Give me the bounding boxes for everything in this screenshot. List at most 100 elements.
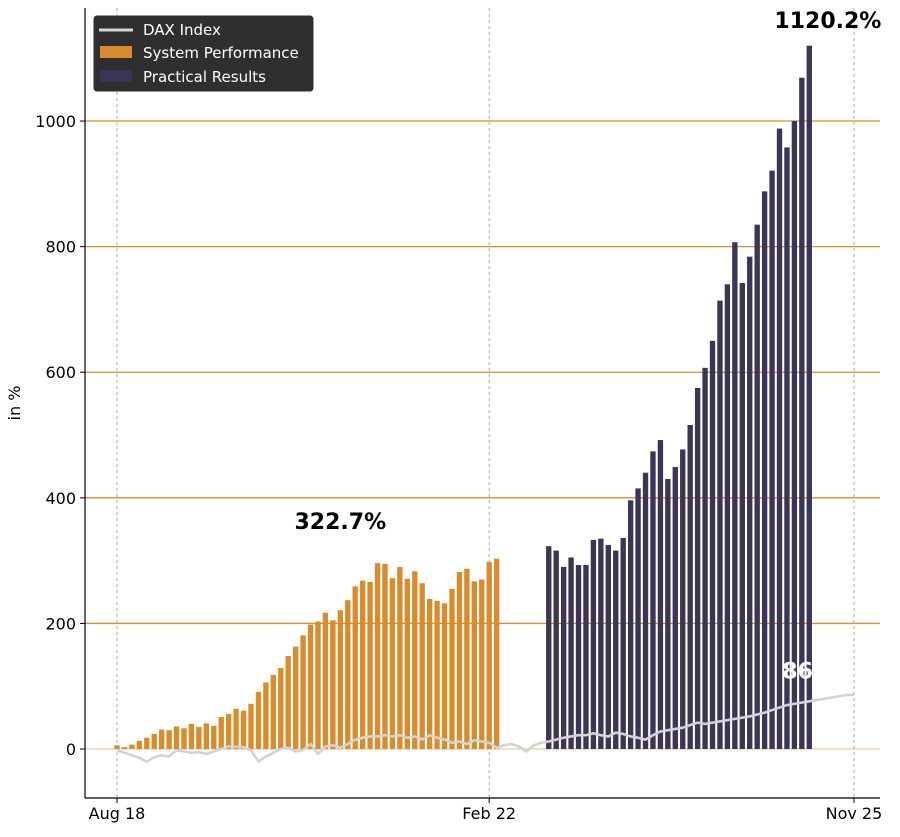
y-tick-label: 200 — [45, 614, 76, 633]
dax-line-layer — [116, 693, 854, 763]
system-bar — [359, 580, 366, 750]
legend: DAX Index System Performance Practical R… — [93, 15, 314, 92]
system-bar — [434, 600, 440, 750]
practical-bar — [724, 284, 731, 750]
system-bar — [397, 566, 403, 750]
practical-bar — [732, 242, 738, 750]
annotation-label: 322.7% — [295, 510, 387, 535]
system-bar — [464, 568, 470, 750]
system-bar — [188, 723, 195, 750]
practical-bar — [568, 557, 574, 750]
system-bar — [322, 612, 329, 750]
system-bar — [456, 571, 463, 750]
practical-bar — [560, 566, 567, 750]
system-bar — [114, 745, 120, 750]
system-bar — [330, 620, 336, 750]
system-bar — [181, 728, 187, 750]
system-bar — [337, 610, 344, 750]
legend-label-practical: Practical Results — [143, 68, 266, 86]
system-bar — [121, 747, 128, 750]
system-bar — [486, 561, 492, 750]
practical-bar — [650, 451, 656, 750]
x-tick-label: Aug 18 — [89, 804, 146, 823]
system-bar — [412, 571, 418, 750]
annotation-label: 1120.2% — [774, 9, 881, 34]
practical-bar — [769, 170, 775, 750]
y-tick-label: 400 — [45, 489, 76, 508]
practical-bar — [747, 256, 753, 750]
system-bar — [211, 725, 217, 750]
practical-bar — [806, 45, 812, 750]
axes-layer — [84, 8, 880, 799]
system-bar — [263, 682, 269, 750]
practical-bar — [680, 449, 686, 750]
system-bar — [233, 708, 239, 750]
practical-bar — [672, 467, 678, 750]
annotation-label: 86.3% — [782, 660, 858, 685]
system-performance-bars — [114, 558, 500, 750]
practical-bar — [583, 565, 589, 750]
y-tick-label: 800 — [45, 238, 76, 257]
system-bar — [374, 563, 381, 750]
system-bar — [419, 583, 425, 750]
system-bar — [151, 733, 157, 750]
system-bar — [307, 624, 314, 750]
legend-label-system: System Performance — [143, 44, 299, 62]
practical-bar — [761, 191, 768, 750]
practical-bar — [627, 500, 634, 750]
system-bar — [471, 581, 477, 750]
system-bar — [278, 668, 284, 750]
practical-bar — [739, 283, 745, 750]
ticks-layer: 0 200 400 600 800 1000 Aug 18 Feb 22 Nov 25 — [35, 112, 882, 823]
system-bar — [345, 600, 351, 750]
legend-swatch-practical — [100, 70, 132, 82]
practical-bar — [687, 424, 693, 750]
practical-bar — [784, 147, 790, 750]
practical-bar — [575, 565, 582, 750]
y-tick-label: 1000 — [35, 112, 76, 131]
system-bar — [203, 723, 210, 750]
practical-bar — [791, 121, 798, 750]
system-bar — [382, 563, 388, 750]
y-tick-label: 600 — [45, 363, 76, 382]
legend-label-dax: DAX Index — [143, 21, 221, 39]
practical-bar — [635, 488, 641, 750]
system-bar — [166, 730, 172, 750]
practical-bar — [546, 546, 552, 750]
practical-bar — [709, 340, 716, 750]
practical-bar — [598, 538, 604, 750]
practical-bar — [590, 539, 597, 750]
system-bar — [493, 558, 500, 750]
practical-bar — [754, 224, 760, 750]
system-bar — [449, 588, 455, 750]
system-bar — [196, 727, 202, 750]
legend-swatch-system — [100, 46, 132, 58]
practical-bar — [642, 472, 649, 750]
practical-bar — [694, 387, 701, 750]
system-bar — [292, 646, 299, 750]
system-bar — [389, 578, 396, 750]
system-bar — [352, 586, 358, 750]
practical-bar — [799, 77, 805, 750]
system-bar — [315, 621, 321, 750]
system-bar — [367, 581, 373, 750]
system-bar — [285, 656, 291, 750]
practical-bar — [717, 300, 723, 750]
practical-bar — [657, 440, 664, 750]
practical-bar — [776, 128, 783, 750]
practical-bar — [620, 538, 626, 750]
system-bar — [404, 578, 410, 750]
system-bar — [270, 674, 277, 750]
system-bar — [144, 737, 150, 750]
annotations-layer: 322.7% 1120.2% 86.3% — [295, 9, 882, 685]
system-bar — [225, 713, 232, 750]
practical-bar — [702, 367, 708, 750]
system-bar — [441, 603, 448, 750]
system-bar — [248, 703, 254, 750]
system-bar — [136, 740, 143, 750]
system-bar — [218, 716, 224, 750]
practical-bar — [605, 544, 611, 750]
x-tick-label: Nov 25 — [826, 804, 883, 823]
practical-bar — [665, 478, 671, 750]
